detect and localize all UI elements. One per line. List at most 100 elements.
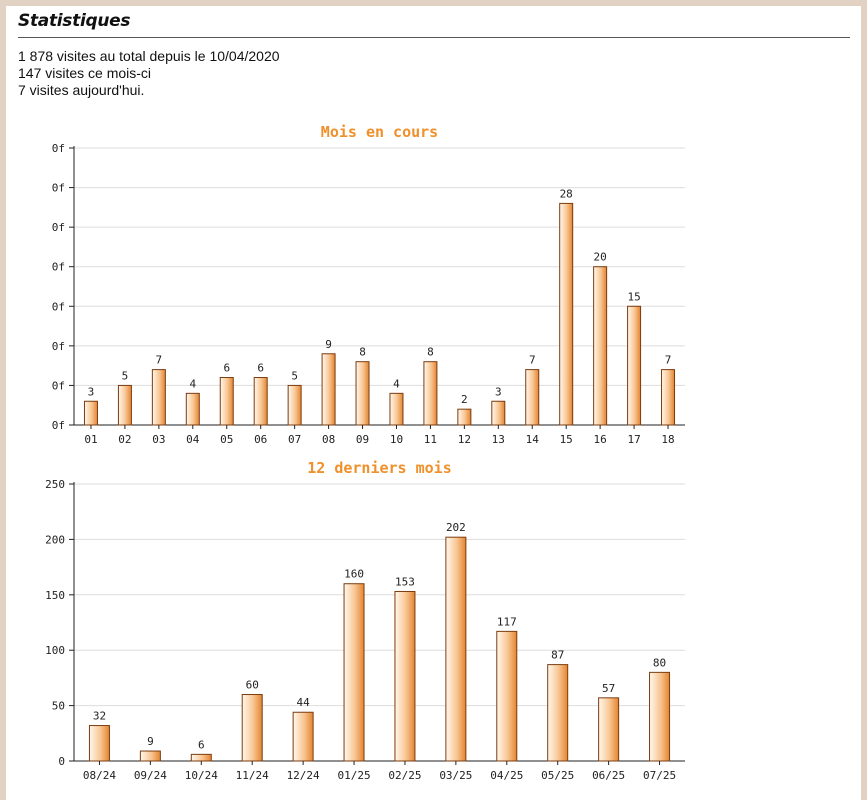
- chart-title: Mois en cours: [321, 123, 438, 141]
- stat-month-visits: 147 visites ce mois-ci: [18, 65, 152, 81]
- bar: [598, 697, 620, 762]
- data-label: 8: [359, 346, 366, 359]
- x-tick-label: 10: [390, 433, 403, 446]
- bar: [389, 392, 404, 426]
- bar: [241, 694, 263, 762]
- data-label: 20: [594, 251, 607, 264]
- bar: [525, 369, 540, 426]
- x-tick-label: 09: [356, 433, 369, 446]
- chart-current-month: Mois en cours 0f 0f 0f 0f 0f 0f 0f 0f 3 01 5 02 7 03 4 0…: [52, 123, 685, 446]
- data-label: 160: [344, 568, 364, 581]
- bar: [445, 536, 467, 762]
- x-tick-label: 12: [458, 433, 471, 446]
- bar: [185, 392, 200, 426]
- data-label: 8: [427, 346, 434, 359]
- data-label: 3: [88, 385, 95, 398]
- x-tick-label: 11/24: [236, 769, 269, 782]
- bar: [649, 671, 671, 762]
- data-label: 202: [446, 521, 466, 534]
- x-tick-label: 01/25: [337, 769, 370, 782]
- x-tick-label: 14: [526, 433, 540, 446]
- bar: [151, 369, 166, 426]
- x-tick-label: 03: [152, 433, 165, 446]
- bar: [355, 361, 370, 426]
- data-label: 32: [93, 710, 106, 723]
- x-tick-label: 04: [186, 433, 200, 446]
- bar: [491, 400, 506, 426]
- x-tick-label: 11: [424, 433, 437, 446]
- y-tick-label: 0f: [52, 419, 65, 432]
- data-label: 60: [246, 679, 259, 692]
- x-tick-label: 04/25: [490, 769, 523, 782]
- x-tick-label: 06/25: [592, 769, 625, 782]
- y-tick-label: 0f: [52, 142, 65, 155]
- data-label: 44: [297, 696, 311, 709]
- data-label: 15: [627, 290, 640, 303]
- data-label: 4: [189, 377, 196, 390]
- data-label: 7: [156, 354, 163, 367]
- title-divider: [18, 37, 850, 38]
- y-tick-label: 100: [45, 644, 65, 657]
- x-tick-label: 07/25: [643, 769, 676, 782]
- bar: [627, 305, 642, 426]
- bar: [547, 664, 569, 762]
- y-tick-label: 200: [45, 533, 65, 546]
- y-tick-label: 0f: [52, 221, 65, 234]
- data-label: 7: [529, 354, 536, 367]
- y-tick-label: 0f: [52, 182, 65, 195]
- bar: [83, 400, 98, 426]
- page-title: Statistiques: [18, 11, 131, 31]
- bar: [496, 630, 518, 762]
- bar: [292, 711, 314, 762]
- y-tick-label: 50: [52, 700, 65, 713]
- x-tick-label: 10/24: [185, 769, 218, 782]
- data-label: 153: [395, 575, 415, 588]
- bar: [394, 590, 416, 762]
- x-tick-label: 07: [288, 433, 301, 446]
- x-tick-label: 09/24: [134, 769, 167, 782]
- data-label: 7: [665, 354, 672, 367]
- stat-total-visits: 1 878 visites au total depuis le 10/04/2…: [18, 48, 280, 64]
- stats-summary: 1 878 visites au total depuis le 10/04/2…: [18, 48, 280, 99]
- bar: [593, 266, 608, 426]
- x-tick-label: 02/25: [388, 769, 421, 782]
- x-tick-label: 12/24: [287, 769, 320, 782]
- x-tick-label: 02: [118, 433, 131, 446]
- bar: [117, 384, 132, 426]
- x-tick-label: 01: [84, 433, 97, 446]
- data-label: 9: [325, 338, 332, 351]
- x-tick-label: 06: [254, 433, 267, 446]
- y-tick-label: 0f: [52, 300, 65, 313]
- data-label: 57: [602, 682, 615, 695]
- bar: [661, 369, 676, 426]
- data-label: 5: [122, 369, 129, 382]
- bar: [190, 753, 212, 762]
- chart-title: 12 derniers mois: [307, 459, 452, 477]
- data-label: 6: [198, 738, 205, 751]
- data-label: 28: [560, 187, 573, 200]
- x-tick-label: 08/24: [83, 769, 116, 782]
- bar: [321, 353, 336, 426]
- data-label: 5: [291, 369, 298, 382]
- x-tick-label: 18: [661, 433, 674, 446]
- x-tick-label: 03/25: [439, 769, 472, 782]
- y-tick-label: 0f: [52, 340, 65, 353]
- data-label: 4: [393, 377, 400, 390]
- data-label: 87: [551, 649, 564, 662]
- y-tick-label: 0: [58, 755, 65, 768]
- bar: [287, 384, 302, 426]
- data-label: 117: [497, 615, 517, 628]
- data-label: 9: [147, 735, 154, 748]
- data-label: 6: [257, 362, 264, 375]
- x-tick-label: 13: [492, 433, 505, 446]
- data-label: 3: [495, 385, 502, 398]
- data-label: 2: [461, 393, 468, 406]
- x-tick-label: 08: [322, 433, 335, 446]
- x-tick-label: 05/25: [541, 769, 574, 782]
- y-tick-label: 150: [45, 589, 65, 602]
- y-tick-label: 0f: [52, 261, 65, 274]
- bar: [219, 377, 234, 426]
- y-tick-label: 250: [45, 478, 65, 491]
- bar: [423, 361, 438, 426]
